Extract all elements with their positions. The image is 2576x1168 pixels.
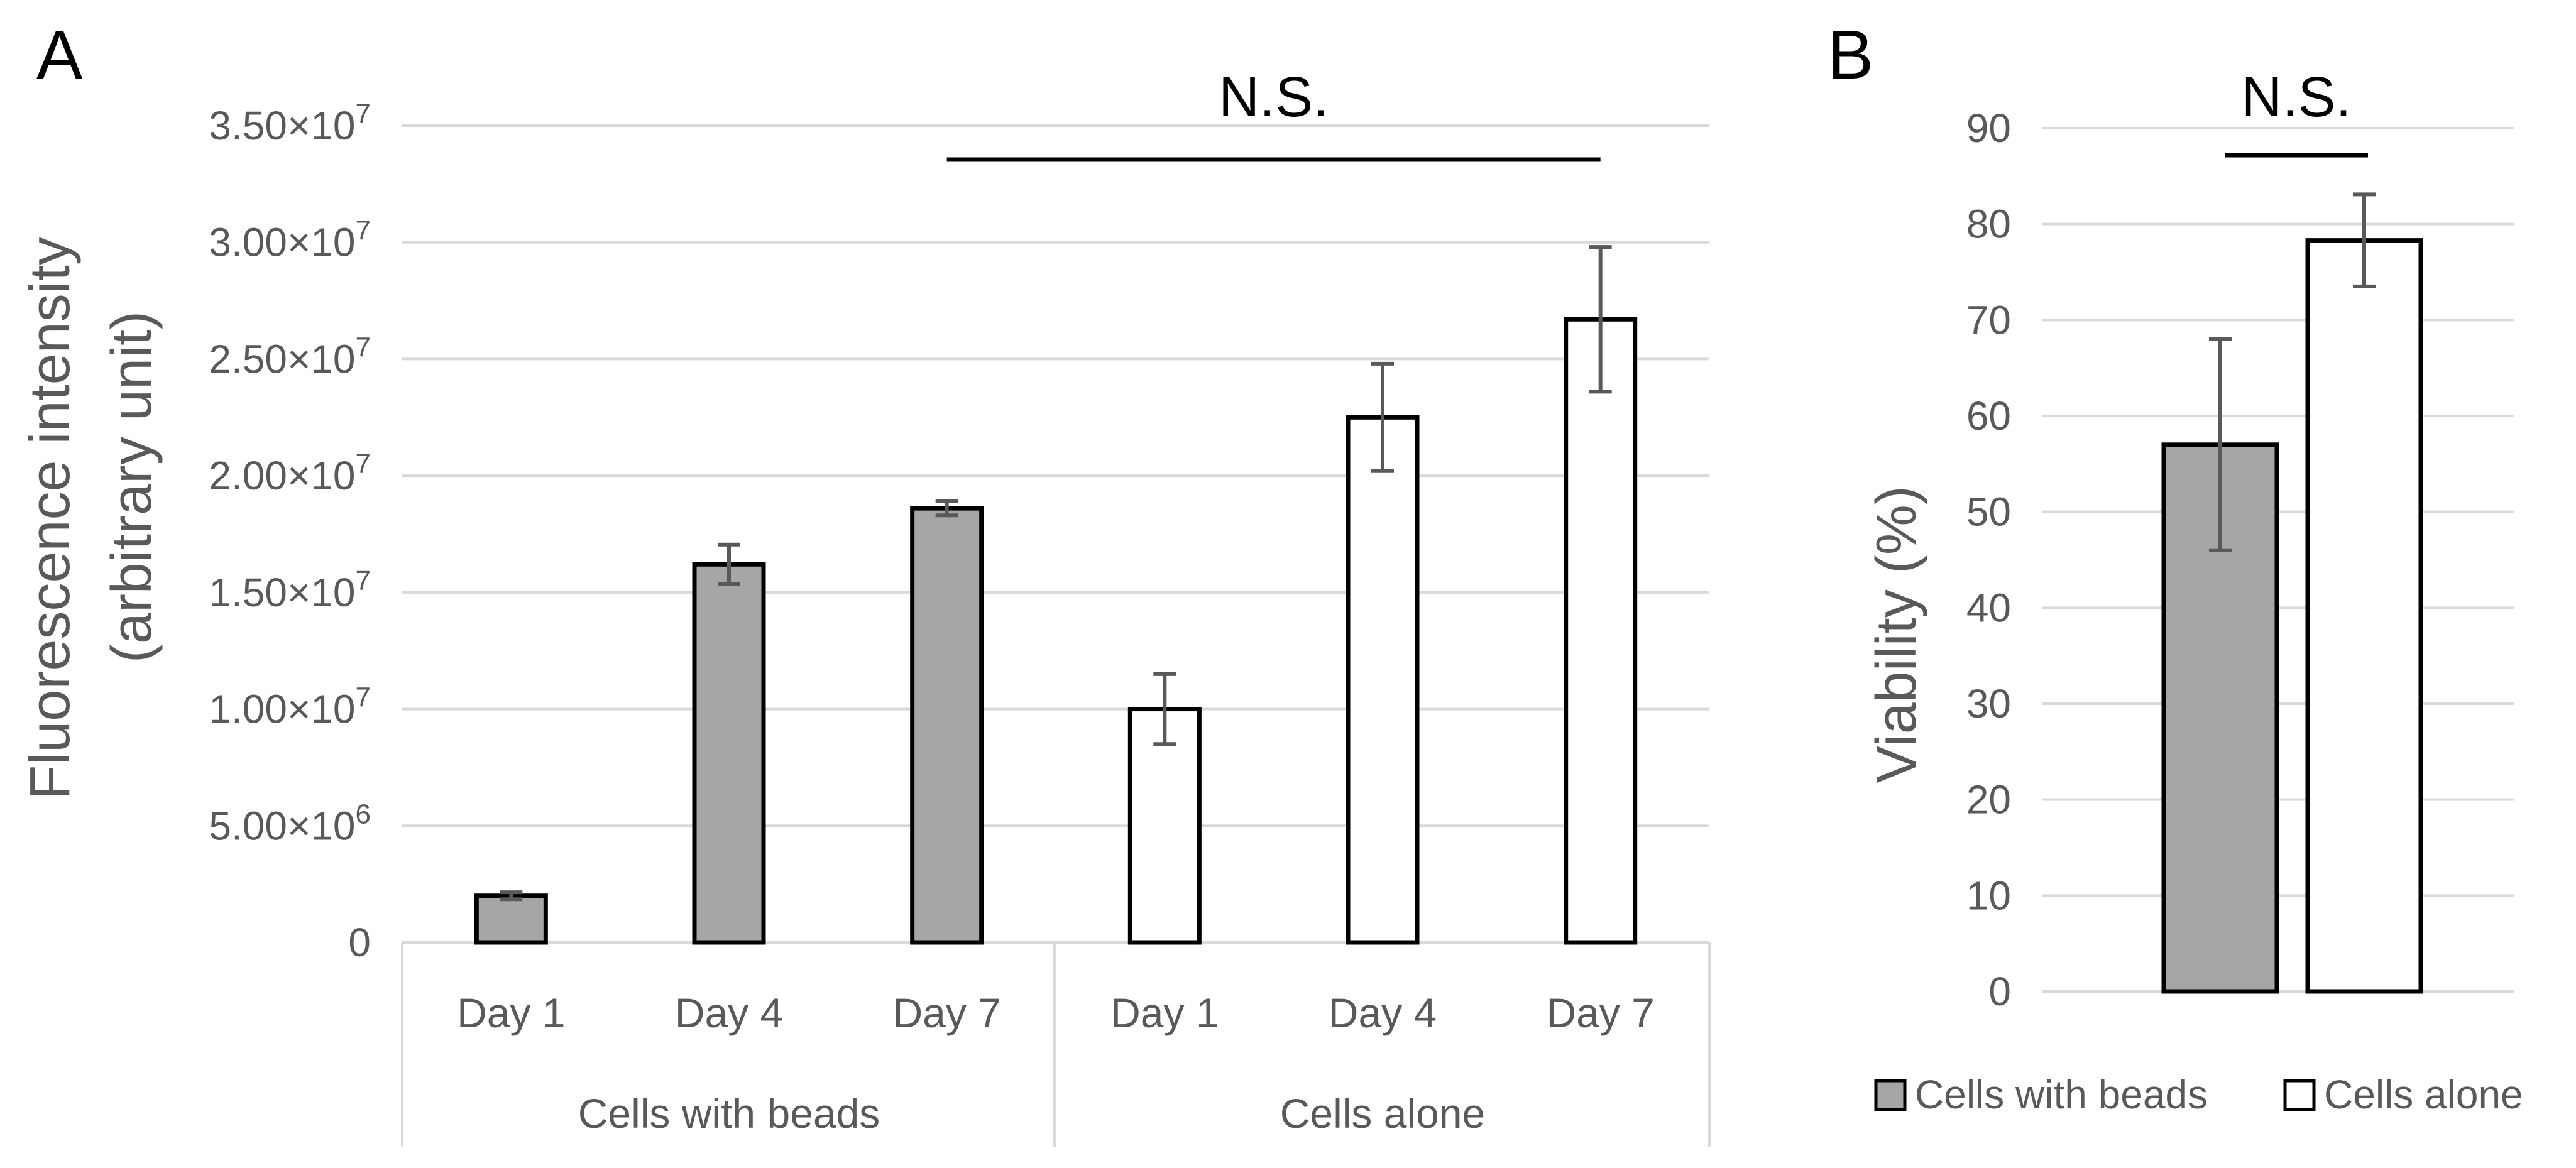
panel-a-category-label: Day 4 [675, 990, 783, 1036]
panel-a-y-tick-label: 0 [348, 920, 371, 965]
panel-a-category-label: Day 4 [1329, 990, 1437, 1036]
panel-a-bar [910, 506, 984, 945]
panel-a-y-tick-label: 5.00×106 [209, 799, 371, 848]
panel-a-bar [1564, 317, 1638, 945]
panel-b-y-tick-label: 50 [1966, 489, 2011, 535]
panel-b-chart: B 0 10 20 30 40 50 60 70 80 90 N.S. Cells with be… [1828, 16, 2523, 1117]
panel-b-y-tick-label: 20 [1966, 777, 2011, 822]
panel-b-y-tick-label: 80 [1966, 202, 2011, 247]
panel-a-bar [1346, 415, 1420, 945]
panel-b-ylabel: Viability (%) [1865, 486, 1928, 783]
panel-a-bar [692, 562, 766, 945]
panel-b-y-tick-label: 0 [1988, 969, 2011, 1014]
panel-b-y-tick-label: 10 [1966, 873, 2011, 918]
panel-b-significance-label: N.S. [2241, 66, 2351, 129]
panel-a-y-tick-label: 3.50×107 [209, 99, 371, 148]
panel-b-y-tick-label: 30 [1966, 681, 2011, 726]
panel-a-group-label: Cells alone [1280, 1090, 1486, 1137]
panel-b-letter: B [1828, 16, 1873, 94]
panel-a-ylabel-line1: Fluorescence intensity [19, 237, 82, 799]
panel-a-chart: A 0 5.00×106 1.00×107 1.50×107 2.00×107 2.50×… [19, 16, 1711, 1147]
panel-a-bar [474, 893, 548, 945]
panel-a-y-tick-label: 1.50×107 [209, 565, 371, 615]
panel-a-y-tick-label: 2.50×107 [209, 332, 371, 381]
panel-b-y-tick-label: 40 [1966, 585, 2011, 630]
panel-a-letter: A [36, 16, 83, 94]
panel-a-bar [1127, 707, 1202, 945]
panel-b-y-tick-label: 60 [1966, 393, 2011, 439]
panel-a-ylabel-line2: (arbitrary unit) [101, 311, 163, 663]
panel-a-group-label: Cells with beads [578, 1090, 880, 1137]
panel-a-y-tick-label: 1.00×107 [209, 682, 371, 732]
panel-b-y-tick-label: 90 [1966, 106, 2011, 151]
panel-a-category-label: Day 7 [1546, 990, 1654, 1036]
panel-b-legend-label: Cells alone [2324, 1072, 2523, 1117]
panel-b-y-tick-label: 70 [1966, 297, 2011, 342]
panel-a-significance-label: N.S. [1219, 66, 1329, 129]
panel-a-category-label: Day 1 [1110, 990, 1219, 1036]
panel-a-y-tick-label: 2.00×107 [209, 449, 371, 498]
panel-a-category-label: Day 7 [892, 990, 1000, 1036]
panel-b-legend-label: Cells with beads [1915, 1072, 2208, 1117]
panel-b-bar [2305, 238, 2423, 994]
panel-a-y-tick-label: 3.00×107 [209, 216, 371, 265]
panel-b-legend-swatch [1874, 1079, 1907, 1111]
panel-b-legend-swatch [2283, 1079, 2316, 1111]
panel-a-category-label: Day 1 [457, 990, 565, 1036]
